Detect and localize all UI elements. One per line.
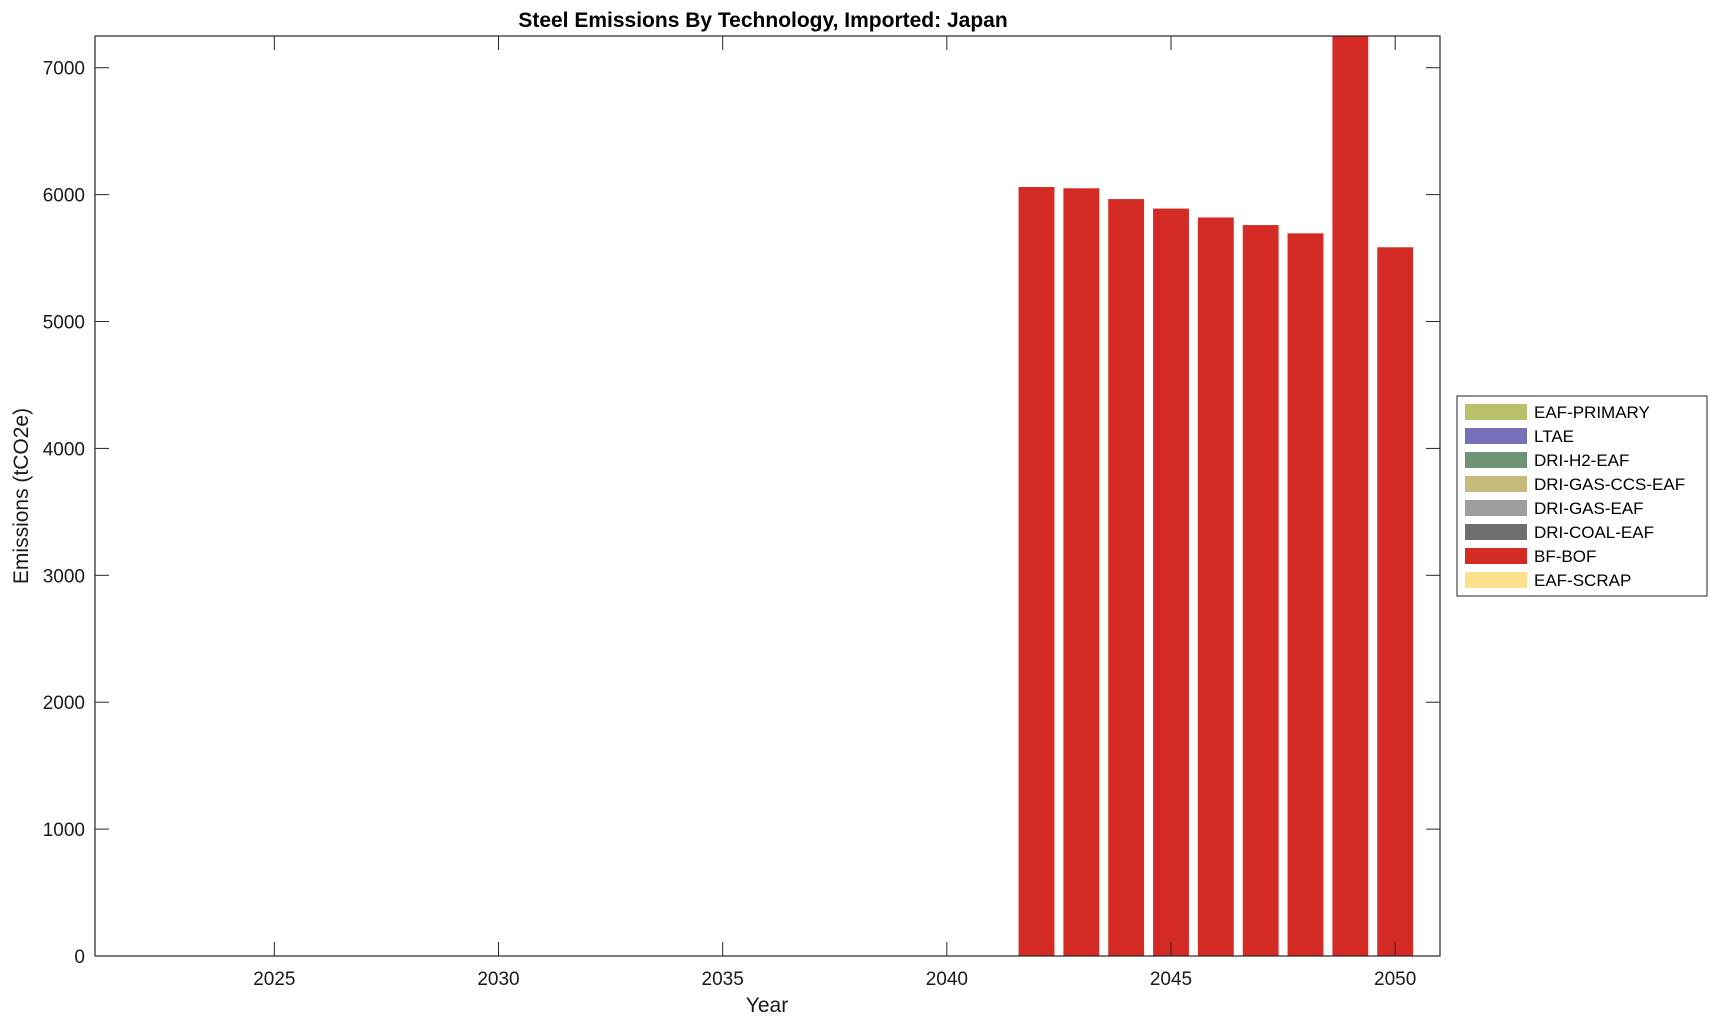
bar-bf-bof-2049 xyxy=(1332,36,1369,956)
plot-area-frame xyxy=(94,35,1441,957)
legend: EAF-PRIMARY LTAE DRI-H2-EAF DRI-GAS-CCS-EAF… xyxy=(1456,395,1708,597)
y-tick-label: 1000 xyxy=(43,820,85,841)
ticks-layer: 2025 2030 2035 2040 2045 2050 0 1000 2000 3000 400… xyxy=(43,36,1440,990)
bar-bf-bof-2046 xyxy=(1197,217,1234,957)
legend-box xyxy=(1456,395,1708,597)
bar-bf-bof-2045 xyxy=(1153,208,1189,956)
legend-label-dri-coal-eaf: DRI-COAL-EAF xyxy=(1534,523,1654,542)
legend-label-eaf-primary: EAF-PRIMARY xyxy=(1534,403,1650,422)
x-tick-label: 2025 xyxy=(253,969,295,990)
legend-swatch-dri-gas-eaf xyxy=(1465,500,1527,516)
legend-label-bf-bof: BF-BOF xyxy=(1534,547,1596,566)
y-tick-label: 4000 xyxy=(43,439,85,460)
legend-swatch-bf-bof xyxy=(1465,548,1527,564)
bar-bf-bof-2048 xyxy=(1287,233,1324,956)
y-tick-label: 2000 xyxy=(43,693,85,714)
legend-swatch-dri-h2-eaf xyxy=(1465,452,1527,468)
bar-bf-bof-2050 xyxy=(1377,247,1414,956)
legend-swatch-eaf-scrap xyxy=(1465,572,1527,588)
y-tick-label: 7000 xyxy=(43,59,85,80)
y-tick-label: 6000 xyxy=(43,186,85,207)
legend-label-eaf-scrap: EAF-SCRAP xyxy=(1534,571,1631,590)
bar-bf-bof-2044 xyxy=(1108,199,1145,956)
x-axis-label: Year xyxy=(746,994,788,1017)
x-tick-label: 2040 xyxy=(926,969,968,990)
bars-layer xyxy=(1018,36,1414,957)
bar-bf-bof-2042 xyxy=(1018,187,1055,956)
legend-swatch-eaf-primary xyxy=(1465,404,1527,420)
y-axis-label: Emissions (tCO2e) xyxy=(10,408,33,584)
legend-swatch-dri-coal-eaf xyxy=(1465,524,1527,540)
legend-label-ltae: LTAE xyxy=(1534,427,1574,446)
x-tick-label: 2045 xyxy=(1150,969,1192,990)
legend-label-dri-h2-eaf: DRI-H2-EAF xyxy=(1534,451,1629,470)
legend-items: EAF-PRIMARY LTAE DRI-H2-EAF DRI-GAS-CCS-EAF… xyxy=(1465,403,1685,590)
legend-swatch-ltae xyxy=(1465,428,1527,444)
x-tick-label: 2030 xyxy=(477,969,519,990)
legend-label-dri-gas-ccs-eaf: DRI-GAS-CCS-EAF xyxy=(1534,475,1685,494)
y-tick-label: 3000 xyxy=(43,566,85,587)
legend-swatch-dri-gas-ccs-eaf xyxy=(1465,476,1527,492)
x-tick-label: 2035 xyxy=(702,969,744,990)
legend-label-dri-gas-eaf: DRI-GAS-EAF xyxy=(1534,499,1644,518)
chart-title: Steel Emissions By Technology, Imported:… xyxy=(518,9,1007,32)
x-tick-label: 2050 xyxy=(1374,969,1416,990)
y-tick-label: 5000 xyxy=(43,313,85,334)
y-tick-label: 0 xyxy=(74,947,85,968)
bar-bf-bof-2043 xyxy=(1063,188,1100,956)
bar-bf-bof-2047 xyxy=(1242,225,1279,956)
